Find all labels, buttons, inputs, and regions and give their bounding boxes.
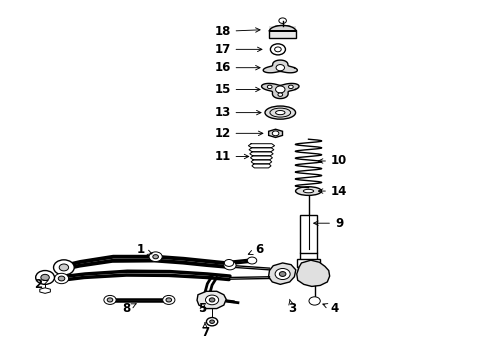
Text: 12: 12 bbox=[214, 127, 263, 140]
Ellipse shape bbox=[275, 111, 285, 115]
Bar bbox=[300, 215, 317, 253]
Circle shape bbox=[149, 252, 162, 262]
Polygon shape bbox=[269, 129, 283, 138]
Text: 18: 18 bbox=[214, 25, 260, 38]
Text: 4: 4 bbox=[323, 302, 339, 315]
Polygon shape bbox=[262, 84, 299, 99]
Text: 15: 15 bbox=[214, 83, 260, 96]
Circle shape bbox=[36, 271, 54, 284]
Circle shape bbox=[205, 295, 219, 305]
Text: 13: 13 bbox=[214, 106, 261, 119]
Polygon shape bbox=[270, 26, 296, 31]
Text: 14: 14 bbox=[318, 185, 347, 198]
Circle shape bbox=[268, 85, 272, 89]
Circle shape bbox=[279, 18, 286, 23]
Circle shape bbox=[59, 264, 69, 271]
Text: 11: 11 bbox=[214, 150, 249, 163]
Circle shape bbox=[274, 47, 281, 52]
Circle shape bbox=[275, 86, 285, 93]
Polygon shape bbox=[40, 288, 50, 293]
Circle shape bbox=[206, 318, 218, 326]
Circle shape bbox=[276, 64, 285, 71]
Text: 3: 3 bbox=[288, 299, 296, 315]
Circle shape bbox=[275, 269, 290, 279]
Polygon shape bbox=[269, 263, 296, 284]
Text: 8: 8 bbox=[122, 302, 136, 315]
Polygon shape bbox=[197, 291, 226, 309]
Text: 9: 9 bbox=[314, 217, 343, 230]
Ellipse shape bbox=[265, 106, 295, 119]
Circle shape bbox=[309, 297, 320, 305]
Text: 5: 5 bbox=[198, 302, 207, 315]
Polygon shape bbox=[263, 60, 297, 73]
Circle shape bbox=[224, 261, 236, 270]
Text: 17: 17 bbox=[214, 43, 262, 56]
Text: 1: 1 bbox=[137, 243, 152, 256]
Circle shape bbox=[107, 298, 113, 302]
Circle shape bbox=[303, 269, 314, 277]
Circle shape bbox=[278, 93, 283, 96]
Polygon shape bbox=[297, 260, 330, 287]
Circle shape bbox=[54, 273, 69, 284]
Circle shape bbox=[41, 274, 49, 280]
Circle shape bbox=[247, 257, 257, 264]
Ellipse shape bbox=[295, 187, 321, 195]
Text: 2: 2 bbox=[34, 278, 48, 291]
Circle shape bbox=[272, 131, 279, 136]
Circle shape bbox=[163, 296, 175, 305]
Circle shape bbox=[270, 44, 286, 55]
Circle shape bbox=[104, 296, 116, 305]
Circle shape bbox=[279, 271, 286, 276]
Circle shape bbox=[153, 255, 158, 259]
Text: 6: 6 bbox=[248, 243, 263, 256]
Circle shape bbox=[166, 298, 172, 302]
Text: 10: 10 bbox=[318, 154, 347, 167]
Text: 16: 16 bbox=[214, 61, 260, 74]
Circle shape bbox=[289, 85, 293, 89]
Circle shape bbox=[58, 276, 65, 281]
Circle shape bbox=[53, 260, 74, 275]
Text: 7: 7 bbox=[201, 323, 209, 338]
Circle shape bbox=[224, 260, 234, 266]
Circle shape bbox=[209, 298, 215, 302]
Circle shape bbox=[210, 320, 215, 323]
Ellipse shape bbox=[303, 189, 314, 193]
Bar bbox=[270, 30, 296, 38]
Bar bbox=[297, 259, 320, 267]
